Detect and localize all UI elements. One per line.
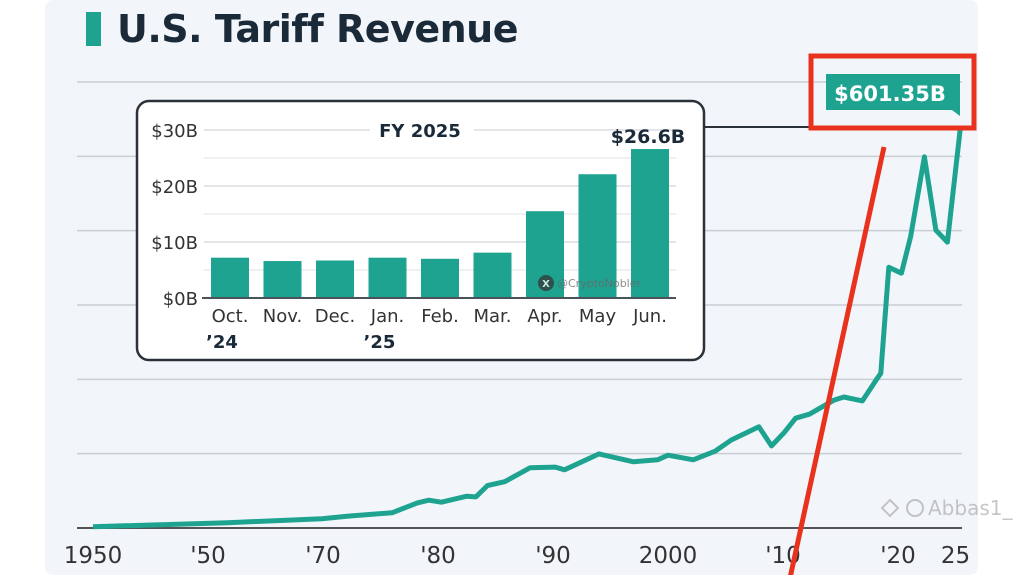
chart-header: U.S. Tariff Revenue bbox=[86, 4, 519, 54]
inset-y-tick-label: $10B bbox=[151, 233, 198, 254]
inset-x-tick-label: Apr. bbox=[527, 306, 562, 327]
inset-x-tick-label: Mar. bbox=[473, 306, 511, 327]
main-x-tick-label: '80 bbox=[420, 543, 456, 569]
inset-title-bg bbox=[370, 116, 474, 142]
inset-year-label: ’25 bbox=[364, 332, 396, 353]
inset-x-tick-label: Feb. bbox=[421, 306, 459, 327]
inset-x-tick-label: Nov. bbox=[263, 306, 302, 327]
bar-dec bbox=[316, 260, 354, 298]
main-x-tick-label: '90 bbox=[535, 543, 571, 569]
inset-chart: $0B $10B $20B $30B Oct. ’24 Nov. Dec. Jan. ’25 Fe… bbox=[135, 99, 706, 362]
inset-year-label: ’24 bbox=[206, 332, 238, 353]
inset-watermark-text: @CryptoNobler bbox=[557, 277, 642, 290]
inset-x-tick-label: Dec. bbox=[315, 306, 356, 327]
inset-y-ticks: $0B $10B $20B $30B bbox=[151, 121, 198, 310]
chart-title: U.S. Tariff Revenue bbox=[117, 7, 519, 51]
inset-x-tick-label: May bbox=[579, 306, 617, 327]
corner-watermark-text: Abbas1_ bbox=[928, 496, 1013, 520]
inset-y-tick-label: $0B bbox=[163, 289, 198, 310]
inset-data-label: $26.6B bbox=[611, 126, 686, 148]
inset-bars bbox=[211, 149, 669, 298]
callout-bubble bbox=[826, 74, 960, 116]
main-x-tick-label: 1950 bbox=[64, 543, 123, 569]
main-x-tick-label: '20 bbox=[880, 543, 916, 569]
bar-nov bbox=[263, 261, 302, 298]
inset-x-tick-label: Jun. bbox=[632, 306, 667, 327]
inset-x-ticks: Oct. ’24 Nov. Dec. Jan. ’25 Feb. Mar. Apr. May Jun… bbox=[206, 306, 667, 353]
main-x-ticks: 1950'50'70'80'90 2000'10'20 25 bbox=[64, 543, 970, 569]
watermark-logo-icon bbox=[906, 499, 924, 517]
bar-jan bbox=[368, 257, 407, 298]
main-x-tick-label: '70 bbox=[305, 543, 341, 569]
inset-title: FY 2025 bbox=[379, 121, 461, 142]
inset-x-tick-label: Oct. bbox=[212, 306, 249, 327]
diamond-icon bbox=[880, 498, 900, 518]
bar-jun bbox=[631, 149, 669, 298]
inset-x-tick-label: Jan. bbox=[370, 306, 404, 327]
x-logo-icon bbox=[538, 275, 554, 291]
inset-y-tick-label: $20B bbox=[151, 177, 198, 198]
main-x-tick-label: 25 bbox=[941, 543, 970, 569]
red-trend-annotation bbox=[788, 146, 887, 575]
bar-oct bbox=[211, 257, 249, 298]
title-accent-bar bbox=[86, 12, 101, 46]
highlight-box bbox=[808, 53, 977, 131]
x-logo-glyph: X bbox=[542, 279, 550, 290]
inset-y-tick-label: $30B bbox=[151, 121, 198, 142]
main-x-tick-label: '50 bbox=[190, 543, 226, 569]
bar-mar bbox=[473, 252, 512, 298]
inset-watermark: X @CryptoNobler bbox=[538, 275, 642, 291]
corner-watermark: Abbas1_ bbox=[880, 496, 1013, 520]
end-value-callout: $601.35B bbox=[808, 53, 977, 131]
bar-may bbox=[578, 174, 617, 298]
bar-feb bbox=[421, 258, 459, 298]
callout-value: $601.35B bbox=[834, 82, 946, 106]
main-x-tick-label: 2000 bbox=[639, 543, 698, 569]
tariff-revenue-line bbox=[92, 129, 963, 530]
